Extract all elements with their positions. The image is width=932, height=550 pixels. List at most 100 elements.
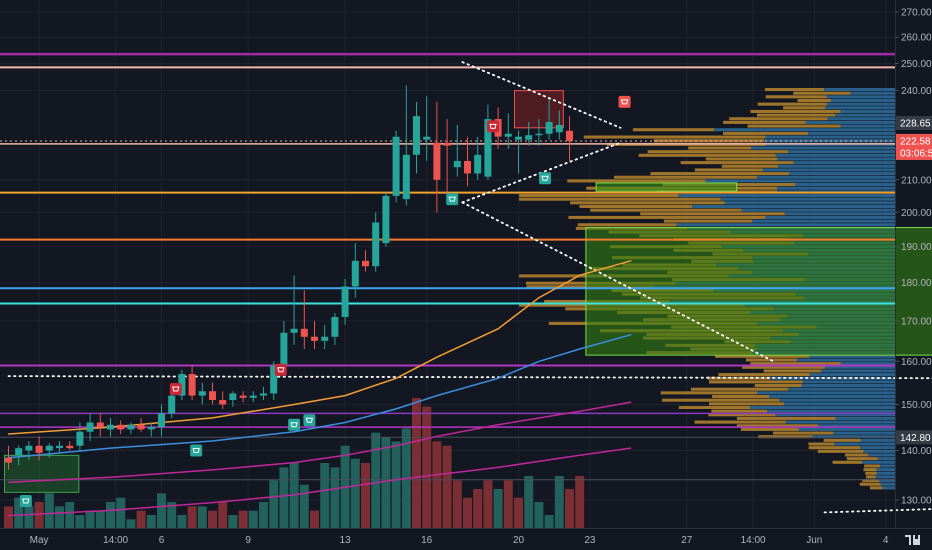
moving-average-line — [7, 401, 632, 484]
volume-profile-bar-up — [880, 482, 895, 486]
candle-body-up — [504, 133, 512, 137]
price-tick-label: 260.00 — [901, 33, 932, 44]
volume-profile-bar-down — [862, 479, 880, 483]
signal-marker-icon — [618, 95, 631, 108]
volume-bar — [136, 510, 146, 528]
volume-profile-bar-up — [860, 446, 895, 450]
price-tag-value: 228.65 — [900, 118, 931, 129]
volume-bar — [442, 445, 452, 528]
time-tick-label: 23 — [584, 535, 596, 546]
price-tick-label: 270.00 — [901, 8, 932, 19]
volume-profile-bar-up — [784, 212, 895, 216]
volume-profile-bar-up — [805, 120, 895, 124]
candle-body-up — [56, 445, 63, 449]
volume-bar — [463, 497, 472, 528]
volume-profile-bar-up — [777, 157, 895, 161]
price-tick-label: 240.00 — [901, 86, 932, 97]
price-tick-label: 130.00 — [901, 496, 932, 507]
time-tick-label: 4 — [883, 535, 889, 546]
candle-body-up — [45, 445, 53, 451]
moving-average-line — [7, 260, 632, 435]
volume-profile-bar-up — [769, 394, 895, 399]
candle-body-up — [402, 154, 410, 200]
volume-profile-bar-down — [662, 398, 780, 402]
volume-profile-bar-down — [663, 219, 753, 223]
volume-profile-bar-up — [779, 398, 895, 402]
candle-body-up — [331, 316, 339, 337]
volume-bar — [544, 515, 554, 528]
axes — [0, 0, 932, 529]
volume-profile-bar-down — [567, 179, 706, 183]
volume-bar — [248, 510, 258, 528]
price-tag — [896, 430, 932, 445]
volume-bar — [228, 515, 238, 528]
volume-profile-bar-down — [653, 139, 765, 143]
volume-profile-bar-down — [708, 413, 776, 417]
volume-profile-bar-down — [750, 109, 841, 113]
candle-body-down — [311, 336, 318, 341]
time-tick-label: May — [30, 535, 49, 546]
price-tag — [896, 133, 932, 160]
dotted-trend-line — [461, 61, 622, 129]
volume-profile-bar-down — [863, 468, 877, 472]
cart-icon — [290, 422, 298, 428]
candle-body-up — [341, 286, 349, 317]
volume-profile-bar-down — [579, 204, 692, 208]
volume-profile-bar-up — [834, 442, 895, 446]
volume-profile-bar-up — [840, 124, 895, 128]
volume-bar — [197, 506, 207, 528]
volume-profile-bar-down — [758, 435, 813, 439]
volume-profile-bar-down — [650, 172, 790, 176]
signal-marker-icon — [303, 414, 316, 427]
candle-body-up — [178, 374, 186, 396]
candle-body-up — [413, 116, 420, 155]
candle-body-up — [107, 424, 114, 430]
signal-marker-icon — [169, 383, 182, 396]
zone-box — [585, 227, 932, 356]
volume-bar — [514, 497, 523, 528]
candle-body-up — [158, 413, 165, 428]
volume-profile-bar-down — [570, 201, 725, 205]
volume-profile-bar-down — [723, 120, 806, 124]
volume-bar — [503, 480, 513, 528]
candle-body-up — [484, 119, 492, 177]
candle-body-up — [321, 336, 329, 341]
volume-profile-bar-down — [708, 402, 785, 406]
volume-profile-bar-down — [694, 168, 764, 172]
volume-profile-bar-up — [752, 219, 895, 223]
price-tick-label: 200.00 — [901, 208, 932, 219]
volume-profile-bar-up — [789, 172, 895, 176]
volume-profile-bar-down — [740, 427, 799, 431]
moving-average-line — [7, 334, 632, 459]
volume-profile-bar-up — [787, 387, 895, 391]
dotted-trend-line — [7, 375, 932, 380]
volume-profile-bar-up — [830, 98, 895, 103]
volume-profile-bar-up — [882, 486, 895, 490]
volume-bar — [126, 519, 136, 528]
volume-bar — [167, 502, 177, 528]
zones — [4, 90, 932, 493]
volume-bar — [177, 515, 187, 528]
cart-icon — [448, 196, 456, 202]
volume-profile-bar-down — [722, 131, 809, 135]
candle-body-down — [66, 445, 74, 449]
price-tick-label: 250.00 — [901, 59, 932, 70]
volume-profile-bar-up — [765, 215, 895, 219]
volume-profile-bar-down — [865, 471, 877, 475]
time-axis[interactable]: May 14:00 6 9 13 16 20 23 27 14:00 Jun 4 — [30, 535, 889, 546]
volume-profile-bar-down — [694, 420, 786, 424]
volume-profile-bar-up — [765, 135, 895, 139]
volume-profile-bar-down — [764, 88, 824, 92]
signal-marker-icon — [446, 193, 459, 206]
volume-profile-bar-up — [825, 365, 895, 369]
volume-profile-bar-up — [767, 409, 895, 413]
candle-body-up — [372, 222, 380, 267]
candle-body-up — [525, 135, 533, 140]
volume-bar — [95, 510, 105, 528]
volume-bar — [187, 506, 197, 528]
volume-profile-bar-up — [764, 139, 895, 143]
signal-marker-icon — [539, 172, 552, 185]
volume-profile-bar-up — [827, 117, 895, 121]
